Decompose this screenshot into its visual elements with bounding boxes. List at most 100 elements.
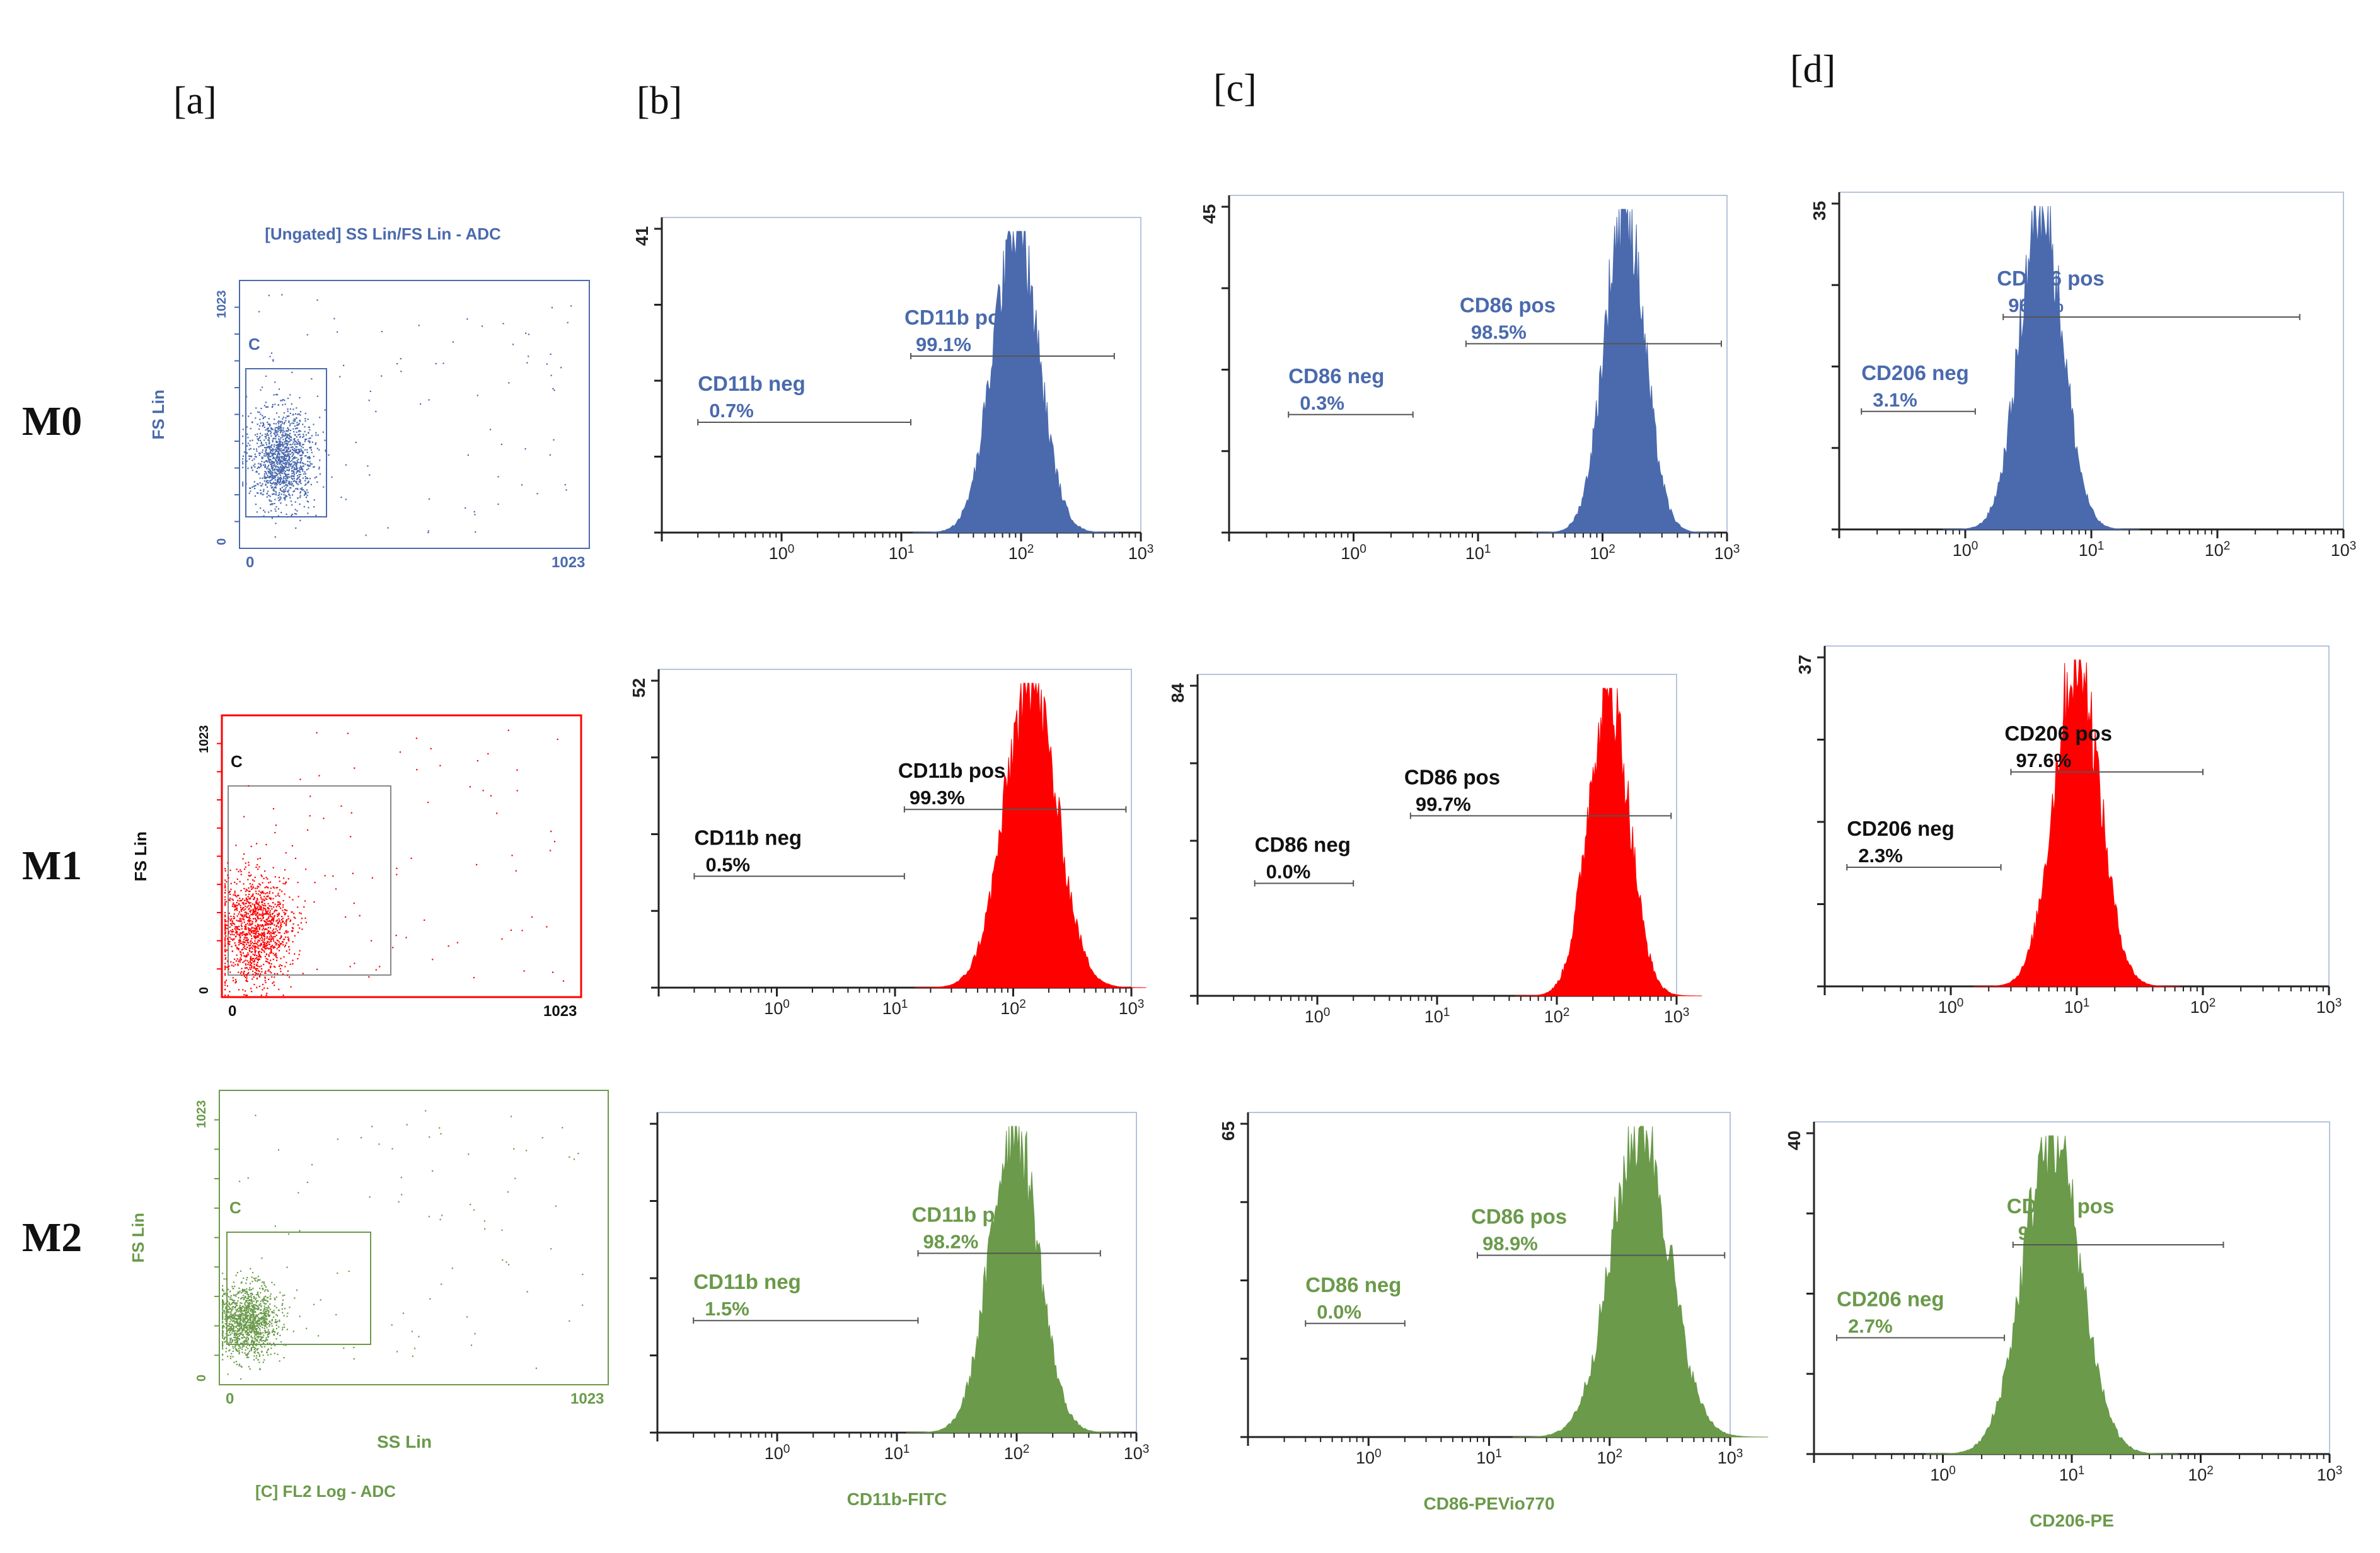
scatter-event bbox=[272, 503, 274, 505]
scatter-event bbox=[313, 424, 315, 425]
scatter-event bbox=[271, 467, 273, 469]
scatter-event bbox=[250, 886, 252, 888]
scatter-event bbox=[283, 412, 285, 414]
histogram-area bbox=[1532, 209, 1717, 533]
scatter-event bbox=[304, 455, 306, 457]
scatter-event bbox=[268, 459, 270, 461]
scatter-event bbox=[267, 1314, 270, 1316]
scatter-event bbox=[243, 907, 245, 909]
x-tick-label: 102 bbox=[1000, 998, 1026, 1018]
scatter-event bbox=[267, 1342, 269, 1344]
scatter-event bbox=[304, 493, 306, 495]
scatter-event bbox=[274, 471, 276, 473]
scatter-event bbox=[277, 901, 279, 903]
scatter-event bbox=[255, 1304, 257, 1306]
scatter-event bbox=[260, 914, 262, 916]
scatter-event bbox=[271, 427, 273, 429]
scatter-event bbox=[288, 952, 290, 954]
scatter-event bbox=[245, 925, 247, 927]
scatter-event bbox=[242, 455, 245, 457]
scatter-event bbox=[260, 995, 262, 996]
scatter-event bbox=[234, 1315, 236, 1317]
x-tick-label: 102 bbox=[2190, 996, 2216, 1017]
scatter-event bbox=[277, 446, 279, 448]
scatter-event bbox=[340, 805, 342, 807]
scatter-event bbox=[299, 434, 301, 436]
scatter-event bbox=[249, 923, 251, 925]
scatter-event bbox=[296, 427, 298, 429]
scatter-event bbox=[274, 465, 275, 467]
scatter-event bbox=[236, 883, 238, 885]
histogram-area bbox=[1973, 659, 2180, 987]
scatter-event bbox=[233, 915, 234, 918]
scatter-event bbox=[226, 880, 228, 882]
scatter-event bbox=[252, 1288, 254, 1290]
scatter-event bbox=[229, 933, 231, 935]
scatter-event bbox=[427, 802, 429, 804]
scatter-event bbox=[278, 388, 280, 390]
scatter-event bbox=[276, 481, 279, 483]
scatter-event bbox=[249, 1308, 251, 1310]
scatter-event bbox=[297, 461, 299, 463]
scatter-event bbox=[285, 852, 287, 854]
scatter-event bbox=[246, 995, 248, 996]
scatter-event bbox=[246, 1291, 248, 1293]
scatter-event bbox=[298, 452, 299, 454]
scatter-event bbox=[273, 1334, 275, 1336]
scatter-event bbox=[265, 1339, 267, 1341]
scatter-event bbox=[260, 898, 262, 900]
scatter-event bbox=[270, 470, 272, 472]
scatter-event bbox=[531, 916, 533, 918]
scatter-event bbox=[279, 945, 280, 948]
scatter-event bbox=[266, 898, 268, 900]
scatter-event bbox=[273, 449, 275, 451]
scatter-event bbox=[490, 795, 492, 797]
scatter-event bbox=[262, 927, 264, 929]
scatter-event bbox=[251, 1339, 253, 1341]
scatter-event bbox=[299, 480, 301, 483]
scatter-event bbox=[255, 1334, 257, 1336]
scatter-event bbox=[257, 1308, 258, 1310]
scatter-event bbox=[257, 411, 259, 413]
scatter-event bbox=[238, 1315, 240, 1317]
scatter-event bbox=[259, 908, 261, 910]
scatter-event bbox=[245, 995, 247, 996]
scatter-event bbox=[287, 459, 289, 461]
scatter-event bbox=[224, 892, 226, 894]
scatter-event bbox=[271, 932, 273, 934]
scatter-event bbox=[234, 1330, 236, 1332]
scatter-event bbox=[247, 1302, 249, 1303]
scatter-event bbox=[262, 1315, 264, 1317]
scatter-event bbox=[345, 499, 347, 500]
gate-value: 0.3% bbox=[1300, 392, 1344, 414]
scatter-event bbox=[283, 1315, 285, 1317]
scatter-event bbox=[240, 1319, 241, 1321]
scatter-event bbox=[315, 432, 317, 434]
scatter-event bbox=[305, 869, 307, 870]
scatter-event bbox=[229, 941, 231, 943]
scatter-event bbox=[281, 1304, 283, 1306]
scatter-event bbox=[309, 429, 311, 430]
scatter-event bbox=[250, 941, 251, 943]
scatter-event bbox=[237, 1336, 239, 1338]
scatter-event bbox=[267, 427, 269, 429]
scatter-event bbox=[280, 1341, 282, 1343]
scatter-event bbox=[270, 950, 272, 952]
scatter-event bbox=[283, 1357, 285, 1359]
scatter-event bbox=[262, 924, 263, 926]
scatter-event bbox=[242, 858, 244, 860]
scatter-event bbox=[236, 1293, 238, 1295]
scatter-event bbox=[258, 463, 260, 465]
scatter-event bbox=[297, 439, 299, 441]
scatter-event bbox=[253, 930, 255, 933]
scatter-event bbox=[260, 891, 262, 893]
scatter-event bbox=[257, 863, 258, 866]
scatter-event bbox=[276, 462, 278, 465]
scatter-event bbox=[246, 1308, 248, 1310]
scatter-event bbox=[275, 465, 277, 467]
scatter-event bbox=[228, 1296, 230, 1298]
scatter-event bbox=[255, 942, 257, 944]
scatter-event bbox=[267, 910, 269, 912]
scatter-event bbox=[241, 908, 243, 910]
